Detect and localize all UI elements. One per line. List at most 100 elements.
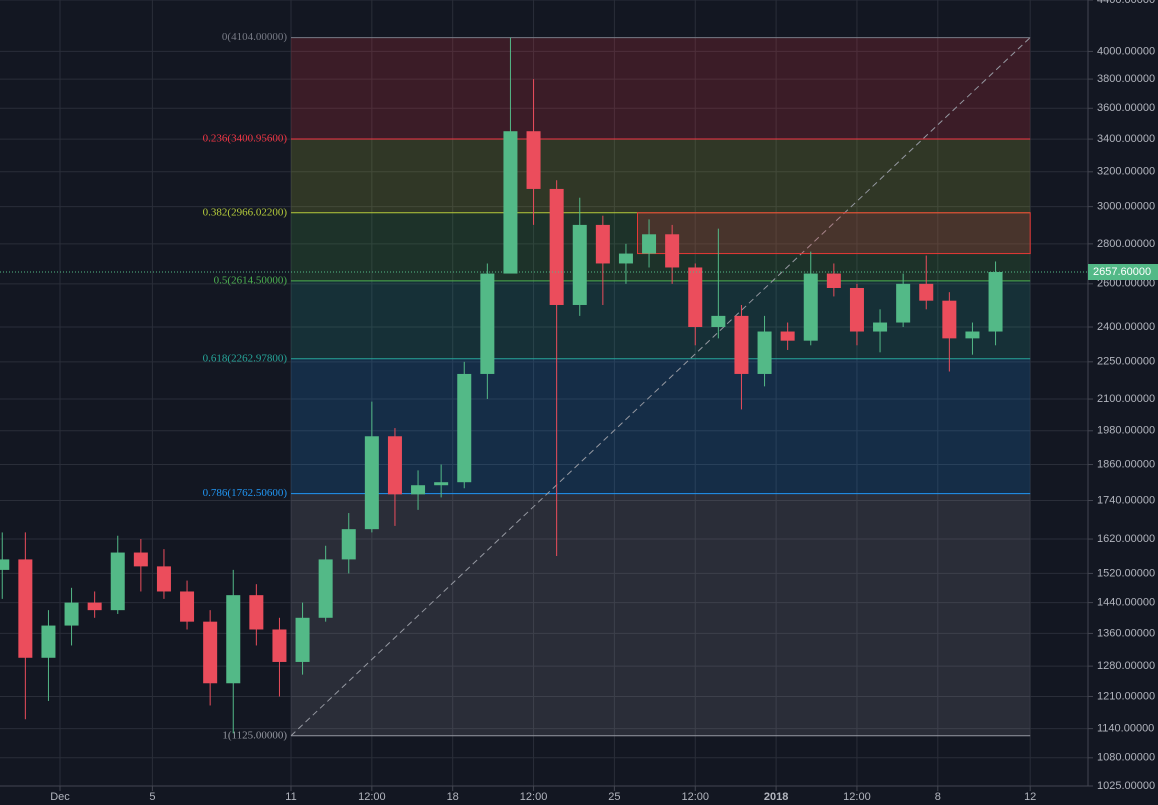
- x-tick-label: 2018: [764, 791, 788, 803]
- y-tick-label: 4400.00000: [1097, 0, 1155, 6]
- candle-body: [0, 559, 10, 570]
- fib-level-label: 0.382(2966.02200): [203, 206, 288, 218]
- x-tick-label: 12:00: [843, 791, 871, 803]
- fib-zone: [291, 493, 1031, 736]
- candle-body: [457, 373, 472, 483]
- y-tick-label: 1280.00000: [1097, 660, 1155, 672]
- candle-body: [110, 552, 125, 611]
- last-price-label: 2657.60000: [1093, 266, 1151, 278]
- x-tick-label: 18: [447, 791, 459, 803]
- candle-body: [341, 529, 356, 560]
- candle-body: [618, 253, 633, 264]
- y-tick-label: 1360.00000: [1097, 627, 1155, 639]
- fib-zone: [291, 358, 1031, 494]
- y-tick-label: 3800.00000: [1097, 73, 1155, 85]
- fib-level-label: 0(4104.00000): [222, 31, 287, 43]
- candle-body: [180, 591, 195, 622]
- fib-level-label: 1(1125.00000): [222, 729, 287, 741]
- candle-body: [18, 559, 33, 658]
- candle-body: [503, 131, 518, 274]
- candle-body: [803, 273, 818, 341]
- candle-body: [873, 322, 888, 332]
- x-tick-label: 8: [935, 791, 941, 803]
- y-tick-label: 3000.00000: [1097, 201, 1155, 213]
- y-tick-label: 3200.00000: [1097, 166, 1155, 178]
- candle-body: [965, 331, 980, 339]
- candle-body: [896, 283, 911, 323]
- y-tick-label: 3400.00000: [1097, 133, 1155, 145]
- candle-body: [734, 315, 749, 374]
- y-tick-label: 4000.00000: [1097, 45, 1155, 57]
- y-tick-label: 1980.00000: [1097, 425, 1155, 437]
- candle-body: [711, 315, 726, 328]
- candle-body: [41, 625, 56, 658]
- fib-zone: [291, 37, 1031, 139]
- fib-zone: [291, 212, 1031, 281]
- y-tick-label: 1520.00000: [1097, 567, 1155, 579]
- y-tick-label: 1620.00000: [1097, 533, 1155, 545]
- fib-level-label: 0.236(3400.95600): [203, 132, 288, 144]
- candle-body: [64, 602, 79, 626]
- x-tick-label: 11: [285, 791, 296, 803]
- candle-body: [849, 287, 864, 332]
- axes: 1025.00000 1080.00000 1140.00000 1210.00000…: [50, 0, 1158, 803]
- y-tick-label: 1210.00000: [1097, 690, 1155, 702]
- y-tick-label: 3600.00000: [1097, 102, 1155, 114]
- y-tick-label: 1025.00000: [1097, 780, 1155, 792]
- fib-level-label: 0.786(1762.50600): [203, 487, 288, 499]
- plot-area: 0(4104.00000) 0.236(3400.95600) 0.382(2966…: [0, 31, 1088, 741]
- x-tick-label: 12:00: [681, 791, 709, 803]
- fib-level-label: 0.5(2614.50000): [214, 274, 288, 286]
- candle-body: [549, 188, 564, 305]
- x-tick-label: 25: [608, 791, 620, 803]
- candle-body: [87, 602, 102, 611]
- candle-body: [434, 482, 449, 486]
- candle-body: [526, 131, 541, 189]
- candle-body: [272, 629, 287, 662]
- y-tick-label: 2800.00000: [1097, 238, 1155, 250]
- y-tick-label: 2250.00000: [1097, 356, 1155, 368]
- candle-body: [318, 559, 333, 618]
- x-tick-label: 12:00: [358, 791, 386, 803]
- candle-body: [757, 331, 772, 374]
- candle-body: [688, 267, 703, 328]
- candle-body: [942, 300, 957, 339]
- y-tick-label: 1440.00000: [1097, 597, 1155, 609]
- y-tick-label: 1860.00000: [1097, 458, 1155, 470]
- x-tick-label: 5: [149, 791, 155, 803]
- y-tick-label: 1140.00000: [1097, 723, 1154, 735]
- candle-body: [411, 485, 426, 495]
- candle-body: [572, 224, 587, 305]
- last-price-box: [1088, 264, 1158, 281]
- candle-body: [133, 552, 148, 567]
- candle-body: [295, 617, 310, 662]
- y-tick-label: 1740.00000: [1097, 494, 1155, 506]
- y-tick-label: 1080.00000: [1097, 752, 1155, 764]
- y-tick-label: 2100.00000: [1097, 393, 1155, 405]
- candle-body: [387, 436, 402, 495]
- x-tick-label: 12:00: [520, 791, 548, 803]
- x-tick-label: Dec: [50, 791, 70, 803]
- candle-body: [364, 436, 379, 530]
- fib-level-label: 0.618(2262.97800): [203, 352, 288, 364]
- fib-retracement: 0(4104.00000) 0.236(3400.95600) 0.382(2966…: [203, 31, 1031, 741]
- candle-body: [665, 234, 680, 268]
- candle-body: [826, 273, 841, 288]
- candle-body: [642, 234, 657, 254]
- candle-body: [480, 273, 495, 374]
- candle-body: [919, 283, 934, 301]
- x-tick-label: 12: [1024, 791, 1036, 803]
- drawn-rectangle: [637, 212, 1031, 255]
- candle-body: [780, 331, 795, 341]
- y-tick-label: 2400.00000: [1097, 321, 1155, 333]
- candle-body: [156, 566, 171, 592]
- candle-body: [988, 272, 1003, 332]
- candle-body: [226, 595, 241, 684]
- candle-body: [203, 621, 218, 684]
- y-tick-label: 2600.00000: [1097, 278, 1155, 290]
- fib-zone: [291, 138, 1031, 213]
- candle-body: [595, 224, 610, 264]
- candle-body: [249, 595, 264, 630]
